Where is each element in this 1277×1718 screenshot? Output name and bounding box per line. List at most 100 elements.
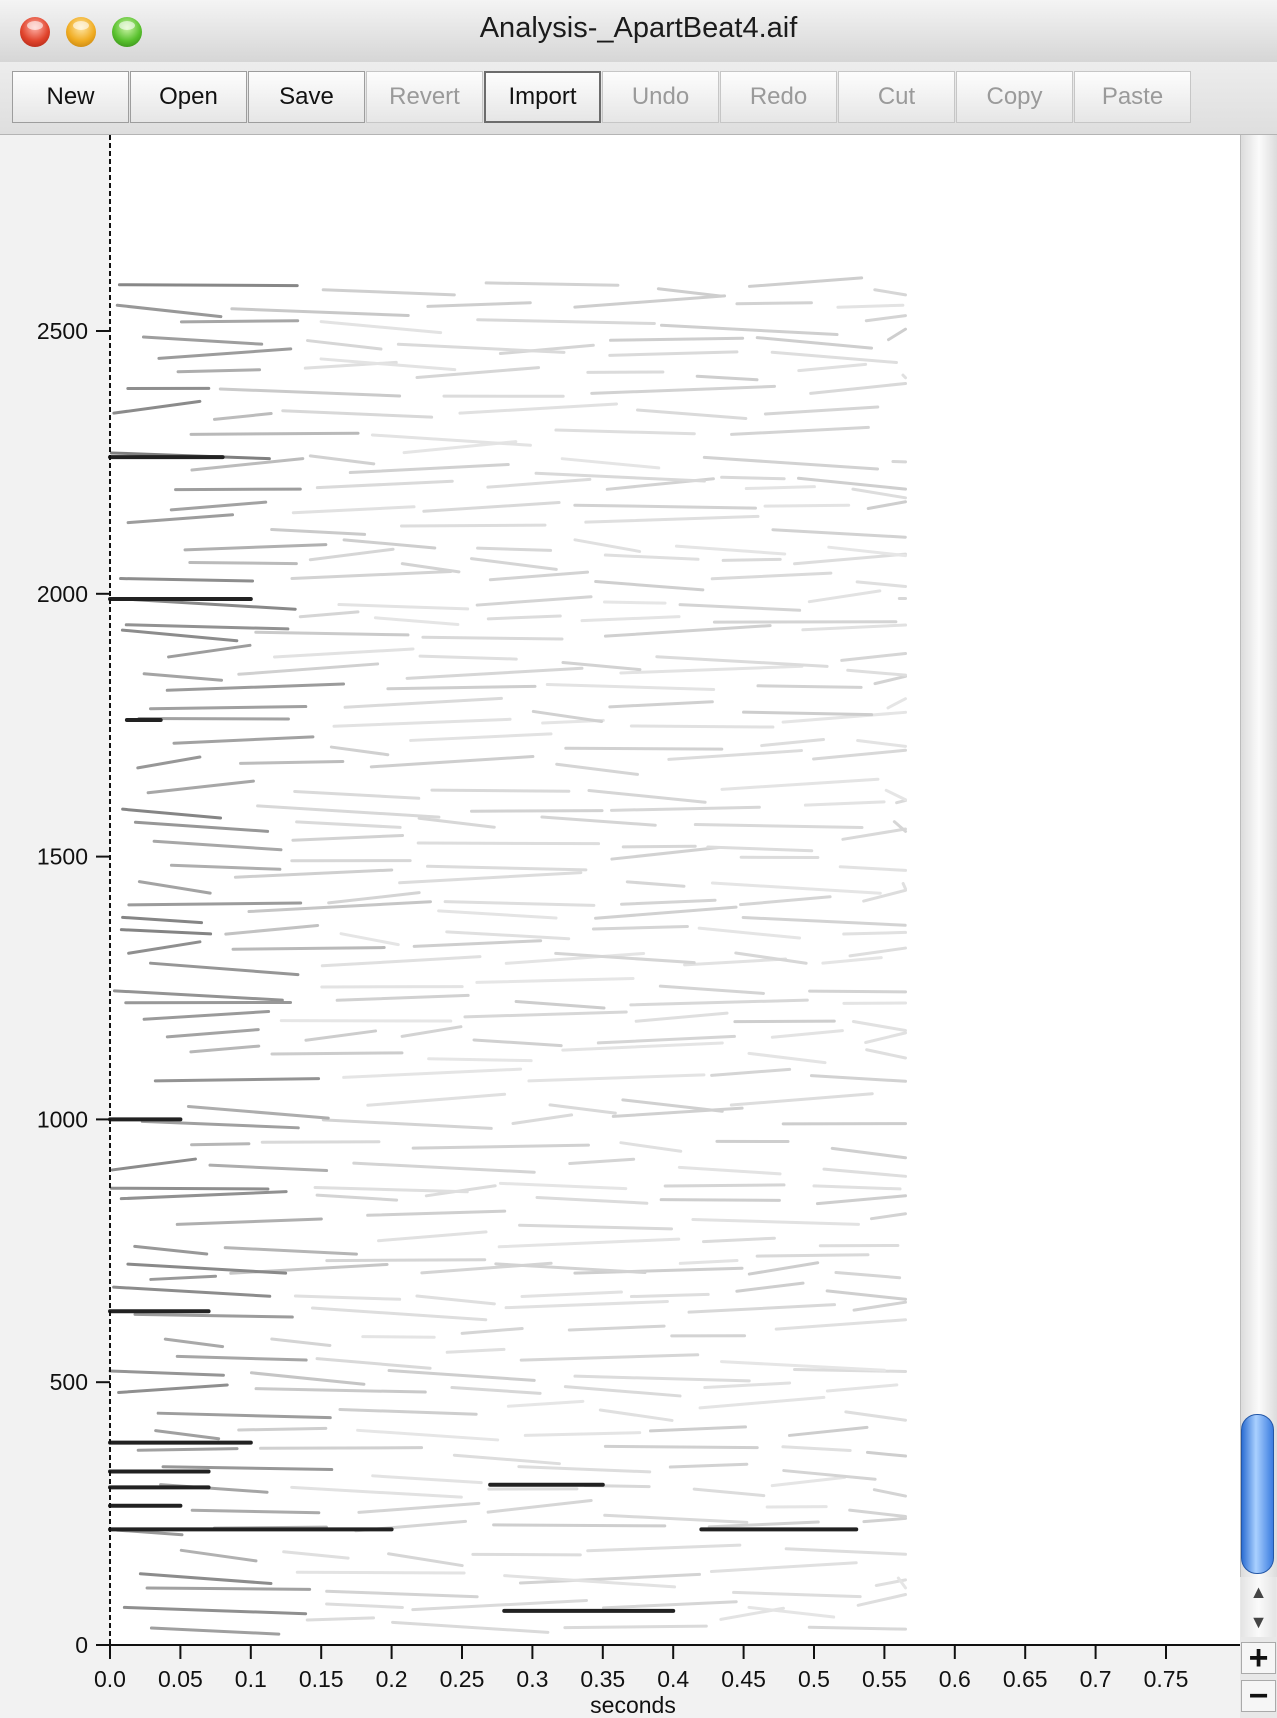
partial-track bbox=[153, 1077, 321, 1083]
vertical-scrollbar[interactable] bbox=[1240, 135, 1277, 1577]
partial-track bbox=[573, 503, 757, 510]
partial-track bbox=[691, 1217, 860, 1226]
partial-track bbox=[175, 1217, 323, 1226]
partial-track bbox=[807, 589, 882, 604]
partial-track bbox=[249, 1371, 366, 1386]
partial-track bbox=[540, 815, 657, 827]
partial-track bbox=[739, 895, 832, 907]
partial-track bbox=[683, 957, 788, 967]
partial-track bbox=[873, 674, 908, 686]
x-axis-label: seconds bbox=[590, 1692, 676, 1718]
partial-track bbox=[319, 320, 443, 335]
partial-track bbox=[176, 368, 262, 374]
partial-track bbox=[506, 1399, 585, 1408]
partial-track bbox=[295, 1570, 466, 1575]
partial-track bbox=[523, 1431, 642, 1437]
save-button[interactable]: Save bbox=[248, 71, 365, 123]
partial-track bbox=[122, 1605, 308, 1616]
partial-track bbox=[763, 405, 880, 416]
partial-track bbox=[132, 598, 297, 611]
partial-track bbox=[321, 288, 456, 297]
partial-track bbox=[504, 951, 646, 965]
partial-track bbox=[293, 1294, 402, 1301]
partial-track bbox=[352, 1161, 536, 1174]
partial-track bbox=[573, 294, 727, 309]
partial-track bbox=[747, 1051, 827, 1065]
partial-track bbox=[564, 746, 724, 751]
partial-track bbox=[884, 788, 908, 802]
partial-track bbox=[862, 888, 908, 903]
paste-button[interactable]: Paste bbox=[1074, 71, 1191, 123]
partial-track bbox=[760, 738, 826, 748]
zoom-window-button[interactable] bbox=[112, 17, 142, 47]
partial-track bbox=[218, 387, 402, 398]
x-tick-label: 0.3 bbox=[516, 1666, 548, 1692]
import-button[interactable]: Import bbox=[484, 71, 601, 123]
partial-track bbox=[427, 1057, 533, 1063]
revert-button[interactable]: Revert bbox=[366, 71, 483, 123]
partial-track bbox=[504, 1299, 669, 1310]
open-button[interactable]: Open bbox=[130, 71, 247, 123]
partial-track bbox=[112, 989, 284, 1002]
partial-track bbox=[357, 1501, 481, 1514]
partial-track bbox=[437, 909, 558, 920]
partial-track bbox=[415, 1294, 496, 1306]
partial-track bbox=[815, 1194, 908, 1206]
redo-button[interactable]: Redo bbox=[720, 71, 837, 123]
new-button[interactable]: New bbox=[12, 71, 129, 123]
partial-track bbox=[270, 528, 367, 536]
arrow-up-icon[interactable]: ▲ bbox=[1241, 1577, 1276, 1607]
partial-track bbox=[594, 905, 738, 920]
partial-track bbox=[145, 1586, 312, 1591]
partial-track bbox=[460, 1326, 524, 1335]
undo-button[interactable]: Undo bbox=[602, 71, 719, 123]
partial-track bbox=[281, 409, 434, 419]
partial-track bbox=[124, 623, 290, 631]
copy-button[interactable]: Copy bbox=[956, 71, 1073, 123]
partial-track bbox=[308, 547, 395, 562]
y-tick-label: 500 bbox=[50, 1369, 88, 1395]
partial-track bbox=[747, 1605, 836, 1619]
minimize-window-button[interactable] bbox=[66, 17, 96, 47]
partial-track bbox=[149, 1626, 281, 1636]
partial-track bbox=[629, 1292, 710, 1299]
partial-track bbox=[327, 891, 421, 905]
partial-track bbox=[416, 841, 601, 846]
partial-track bbox=[386, 684, 537, 691]
partial-track bbox=[387, 1552, 464, 1568]
x-tick-label: 0.7 bbox=[1080, 1666, 1112, 1692]
title-bar[interactable]: Analysis-_ApartBeat4.aif bbox=[0, 0, 1277, 63]
partial-track bbox=[797, 362, 868, 373]
partial-track bbox=[596, 1034, 736, 1045]
partial-track bbox=[422, 501, 561, 513]
partial-track bbox=[471, 1552, 582, 1557]
partial-track bbox=[619, 664, 804, 675]
partial-track bbox=[426, 301, 532, 308]
partial-track bbox=[161, 1465, 334, 1472]
close-window-button[interactable] bbox=[20, 17, 50, 47]
partial-track bbox=[475, 595, 593, 607]
partial-track bbox=[117, 283, 299, 288]
spectrogram-plot[interactable]: 0 500 1000 1500 2000 2500 0.0 0.05 0.1 0.15 0.2 0.2… bbox=[0, 135, 1240, 1718]
partial-track bbox=[503, 1574, 677, 1589]
partial-track bbox=[320, 955, 482, 968]
partial-track bbox=[720, 777, 880, 791]
partial-track bbox=[710, 881, 882, 895]
x-tick-label: 0.25 bbox=[440, 1666, 485, 1692]
partial-track bbox=[851, 487, 908, 500]
x-tick-label: 0.35 bbox=[580, 1666, 625, 1692]
zoom-in-button[interactable]: + bbox=[1241, 1641, 1276, 1675]
x-tick-label: 0.2 bbox=[376, 1666, 408, 1692]
scrollbar-thumb[interactable] bbox=[1241, 1414, 1274, 1574]
partial-track bbox=[756, 684, 863, 689]
zoom-out-button[interactable]: − bbox=[1241, 1679, 1276, 1713]
arrow-down-icon[interactable]: ▼ bbox=[1241, 1607, 1276, 1637]
cut-button[interactable]: Cut bbox=[838, 71, 955, 123]
partial-track bbox=[720, 475, 786, 481]
partial-track bbox=[735, 301, 813, 306]
partial-track bbox=[514, 999, 606, 1010]
partial-track bbox=[256, 804, 441, 819]
partial-track bbox=[774, 1318, 908, 1331]
partial-track bbox=[190, 457, 305, 472]
partial-track bbox=[692, 1487, 766, 1498]
